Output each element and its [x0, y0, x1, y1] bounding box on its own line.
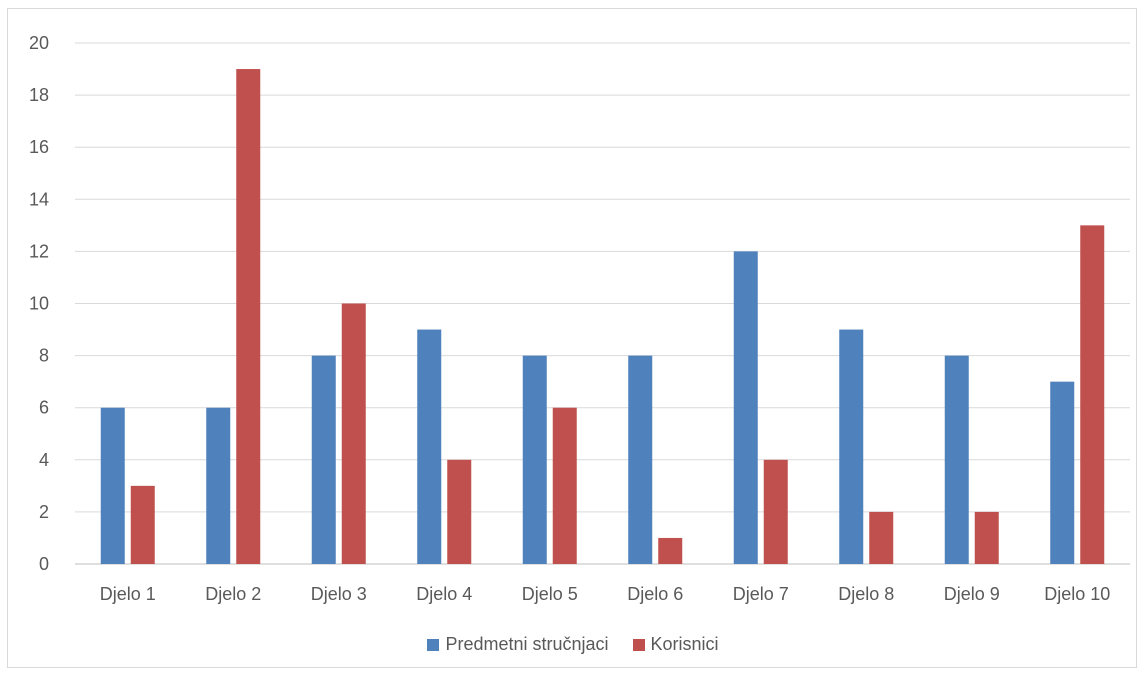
- y-tick-label: 16: [29, 137, 49, 157]
- x-tick-label: Djelo 3: [311, 584, 367, 604]
- x-tick-label: Djelo 2: [205, 584, 261, 604]
- y-tick-label: 0: [39, 554, 49, 574]
- y-tick-label: 10: [29, 294, 49, 314]
- bar-predmetni-strucnjaci: [100, 407, 125, 564]
- bar-predmetni-strucnjaci: [839, 329, 864, 564]
- x-tick-label: Djelo 5: [522, 584, 578, 604]
- bar-korisnici: [974, 511, 999, 564]
- legend-label: Korisnici: [650, 634, 719, 654]
- y-tick-label: 20: [29, 33, 49, 53]
- x-tick-label: Djelo 4: [416, 584, 472, 604]
- x-tick-label: Djelo 7: [733, 584, 789, 604]
- bar-predmetni-strucnjaci: [628, 355, 653, 564]
- legend-item: Korisnici: [632, 634, 719, 655]
- legend: Predmetni stručnjaci Korisnici: [0, 634, 1146, 656]
- y-tick-label: 2: [39, 502, 49, 522]
- y-tick-label: 18: [29, 85, 49, 105]
- bar-korisnici: [1080, 225, 1105, 564]
- x-axis-ticks: Djelo 1 Djelo 2 Djelo 3 Djelo 4 Djelo 5 Djelo…: [100, 584, 1111, 604]
- x-tick-label: Djelo 9: [944, 584, 1000, 604]
- bar-korisnici: [869, 511, 894, 564]
- bar-korisnici: [447, 459, 472, 564]
- legend-label: Predmetni stručnjaci: [445, 634, 609, 654]
- x-tick-label: Djelo 10: [1044, 584, 1110, 604]
- bar-korisnici: [658, 537, 683, 564]
- x-tick-label: Djelo 8: [838, 584, 894, 604]
- y-tick-label: 6: [39, 398, 49, 418]
- x-tick-label: Djelo 6: [627, 584, 683, 604]
- bar-korisnici: [552, 407, 577, 564]
- x-tick-label: Djelo 1: [100, 584, 156, 604]
- bar-korisnici: [130, 485, 155, 564]
- legend-swatch: [632, 638, 645, 651]
- y-tick-label: 12: [29, 241, 49, 261]
- bar-predmetni-strucnjaci: [311, 355, 336, 564]
- bar-predmetni-strucnjaci: [733, 251, 758, 564]
- legend-swatch: [427, 638, 440, 651]
- bar-korisnici: [341, 303, 366, 564]
- bar-predmetni-strucnjaci: [206, 407, 231, 564]
- bars: [100, 69, 1105, 565]
- gridlines: [75, 42, 1130, 565]
- y-tick-label: 4: [39, 450, 49, 470]
- bar-korisnici: [236, 69, 261, 565]
- bar-predmetni-strucnjaci: [944, 355, 969, 564]
- bar-predmetni-strucnjaci: [417, 329, 442, 564]
- y-axis-ticks: 0 2 4 6 8 10 12 14 16 18 20: [29, 33, 49, 574]
- bar-predmetni-strucnjaci: [522, 355, 547, 564]
- y-tick-label: 14: [29, 189, 49, 209]
- bar-korisnici: [763, 459, 788, 564]
- bar-predmetni-strucnjaci: [1050, 381, 1075, 564]
- y-tick-label: 8: [39, 346, 49, 366]
- legend-item: Predmetni stručnjaci: [427, 634, 609, 655]
